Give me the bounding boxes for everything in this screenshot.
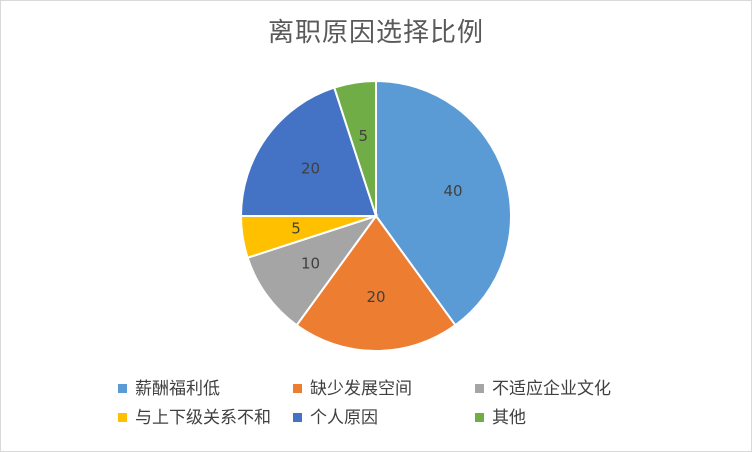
legend-label-0: 薪酬福利低 [135,379,220,399]
pie-slice-2 [246,214,379,327]
legend-item-4: 个人原因 [293,407,378,429]
legend-swatch-0 [118,383,127,393]
legend-label-1: 缺少发展空间 [310,379,412,399]
pie-slices [239,79,512,353]
legend-item-0: 薪酬福利低 [118,378,220,400]
chart-title: 离职原因选择比例 [267,18,484,48]
legend-label-3: 与上下级关系不和 [135,408,271,428]
pie-data-label-1: 20 [366,288,385,306]
pie-slice-4 [239,86,378,217]
legend-item-3: 与上下级关系不和 [118,407,271,429]
legend-label-2: 不适应企业文化 [492,379,611,399]
legend-swatch-4 [293,412,302,422]
legend-label-5: 其他 [492,408,526,428]
pie-data-label-3: 5 [291,220,301,238]
pie-slice-1 [295,214,457,353]
legend-swatch-2 [475,383,484,393]
legend-swatch-3 [118,412,127,422]
legend-item-5: 其他 [475,407,526,429]
legend-swatch-5 [475,412,484,422]
pie-slice-5 [333,79,377,217]
legend-label-4: 个人原因 [310,408,378,428]
pie-slice-0 [375,79,512,327]
pie-data-label-0: 40 [443,182,462,200]
legend-swatch-1 [293,383,302,393]
legend-item-1: 缺少发展空间 [293,378,412,400]
pie-data-label-4: 20 [301,159,320,177]
legend-item-2: 不适应企业文化 [475,378,611,400]
pie-data-label-5: 5 [359,127,369,145]
pie-data-label-2: 10 [301,255,320,273]
